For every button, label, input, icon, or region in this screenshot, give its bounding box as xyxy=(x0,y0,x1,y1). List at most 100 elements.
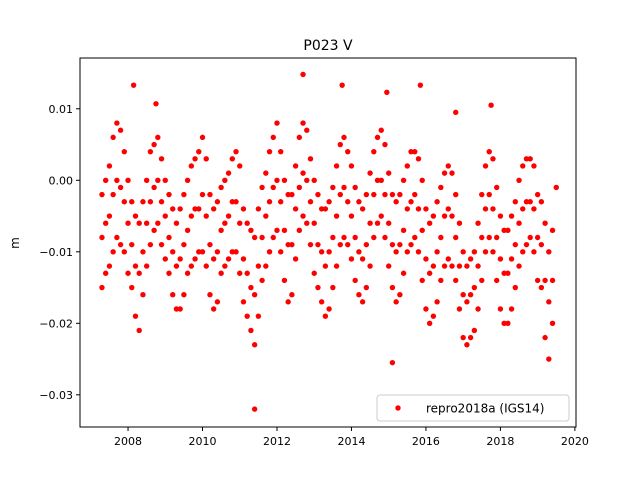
data-point xyxy=(542,334,548,341)
data-point xyxy=(374,134,381,141)
y-tick-label: −0.01 xyxy=(39,246,73,259)
data-point xyxy=(408,241,414,248)
data-point xyxy=(467,256,474,262)
data-point xyxy=(371,191,377,198)
data-point xyxy=(207,241,213,248)
y-tick-label: −0.02 xyxy=(39,317,73,330)
data-point xyxy=(140,249,146,255)
data-point xyxy=(549,277,556,284)
data-point xyxy=(367,170,373,176)
data-point xyxy=(359,206,366,212)
data-point xyxy=(389,359,396,366)
data-point xyxy=(441,213,448,219)
data-point xyxy=(192,156,198,162)
data-point xyxy=(326,249,332,255)
data-point xyxy=(147,241,154,248)
data-point xyxy=(151,227,157,234)
data-point xyxy=(196,206,202,212)
data-point xyxy=(453,277,459,284)
data-point xyxy=(199,134,206,141)
x-tick-label: 2010 xyxy=(189,435,217,448)
data-point xyxy=(177,256,183,262)
data-point xyxy=(330,234,336,241)
data-point xyxy=(311,177,317,183)
data-point xyxy=(132,313,139,319)
data-point xyxy=(285,191,291,198)
data-point xyxy=(397,241,403,248)
data-point xyxy=(99,284,105,291)
data-point xyxy=(363,284,370,291)
data-point xyxy=(382,191,388,198)
data-point xyxy=(531,163,537,169)
data-point xyxy=(170,292,176,298)
data-point xyxy=(389,284,396,291)
data-point xyxy=(456,220,463,226)
data-point xyxy=(240,256,247,262)
data-point xyxy=(341,234,347,241)
data-point xyxy=(393,199,399,205)
data-point xyxy=(307,241,314,248)
data-point xyxy=(356,249,362,255)
data-point xyxy=(389,191,396,198)
x-tick-label: 2012 xyxy=(263,435,291,448)
data-point xyxy=(136,220,142,226)
data-point xyxy=(538,241,545,248)
data-point xyxy=(430,213,437,219)
data-point xyxy=(99,234,105,241)
data-point xyxy=(467,292,474,298)
data-point xyxy=(426,320,433,327)
data-point xyxy=(304,177,310,183)
data-point xyxy=(251,406,258,412)
data-point xyxy=(497,306,504,312)
data-point xyxy=(348,213,355,219)
data-point xyxy=(333,213,340,219)
data-point xyxy=(214,299,221,305)
data-point xyxy=(125,177,131,183)
data-point xyxy=(177,306,183,312)
data-point xyxy=(184,177,191,183)
data-point xyxy=(438,277,444,284)
data-point xyxy=(121,199,128,205)
data-point xyxy=(251,292,258,298)
data-point xyxy=(438,234,444,241)
data-point xyxy=(114,177,120,183)
x-tick-label: 2018 xyxy=(486,435,514,448)
data-point xyxy=(259,184,265,191)
data-point xyxy=(493,234,500,241)
data-point xyxy=(173,306,180,312)
data-point xyxy=(330,284,336,291)
data-point xyxy=(244,220,250,226)
data-point xyxy=(251,234,258,241)
data-point xyxy=(493,277,500,284)
data-point xyxy=(318,299,325,305)
y-tick-label: −0.03 xyxy=(39,389,73,402)
data-point xyxy=(412,191,418,198)
data-point xyxy=(520,206,526,212)
plot-frame xyxy=(79,57,577,428)
data-point xyxy=(147,148,154,155)
data-point xyxy=(203,263,209,269)
data-point xyxy=(356,199,362,205)
data-point xyxy=(486,191,492,198)
data-point xyxy=(505,227,511,234)
data-point xyxy=(497,256,504,262)
data-point xyxy=(371,148,377,155)
data-point xyxy=(434,299,440,305)
data-point xyxy=(155,220,161,226)
data-point xyxy=(479,234,485,241)
data-point xyxy=(158,241,165,248)
data-point xyxy=(501,270,507,276)
data-point xyxy=(125,270,131,276)
data-point xyxy=(520,249,526,255)
data-point xyxy=(233,199,239,205)
data-point xyxy=(419,177,425,183)
data-point xyxy=(106,263,113,269)
data-point xyxy=(385,263,392,269)
data-point xyxy=(546,299,552,305)
data-point xyxy=(322,263,329,269)
data-point xyxy=(222,263,228,269)
data-point xyxy=(400,177,407,183)
data-point xyxy=(419,227,425,234)
data-point xyxy=(345,241,351,248)
data-point xyxy=(453,234,459,241)
